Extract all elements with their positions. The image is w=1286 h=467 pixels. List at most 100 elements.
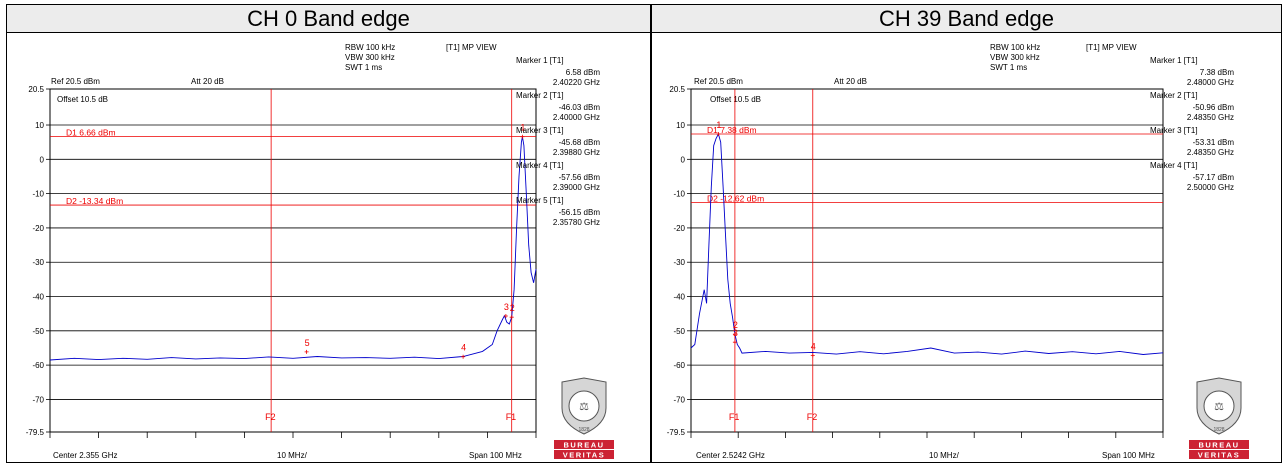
y-tick-label: -79.5 bbox=[26, 428, 45, 437]
trace-line bbox=[690, 132, 1164, 355]
bureau-veritas-logo: ⚖ 1828 BUREAU VERITAS bbox=[1189, 377, 1249, 460]
y-tick-label: -10 bbox=[32, 190, 44, 199]
plot-frame bbox=[49, 88, 537, 433]
rbw-setting: RBW 100 kHz bbox=[345, 43, 395, 52]
marker-table-level: -45.68 dBm bbox=[559, 138, 601, 147]
swt-setting: SWT 1 ms bbox=[990, 63, 1027, 72]
offset: Offset 10.5 dB bbox=[710, 95, 761, 104]
y-tick-labels: 20.5 10 0 -10 -20 -30 -40 -50 -60 -70 -79.5 bbox=[667, 85, 691, 437]
vbw-setting: VBW 300 kHz bbox=[345, 53, 395, 62]
x-ticks bbox=[690, 432, 1164, 438]
view-setting: [T1] MP VIEW bbox=[1086, 43, 1137, 52]
y-tick-label: -50 bbox=[673, 327, 685, 336]
y-tick-label: -50 bbox=[32, 327, 44, 336]
y-tick-label: -30 bbox=[32, 258, 44, 267]
logo-bar-bottom bbox=[554, 450, 614, 459]
ref-level: Ref 20.5 dBm bbox=[694, 77, 743, 86]
marker-table-level: -57.56 dBm bbox=[559, 173, 601, 182]
y-tick-label: 0 bbox=[40, 155, 45, 164]
center-frequency: Center 2.355 GHz bbox=[53, 451, 117, 460]
y-tick-label: 0 bbox=[681, 155, 686, 164]
marker-label-3: 3 bbox=[733, 328, 738, 338]
marker-table-level: 7.38 dBm bbox=[1200, 68, 1235, 77]
marker-table-frequency: 2.50000 GHz bbox=[1187, 183, 1234, 192]
display-line-label-d2: D2 -12.62 dBm bbox=[707, 194, 764, 204]
y-tick-label: 10 bbox=[676, 121, 685, 130]
frequency-line-label-f1: F1 bbox=[506, 412, 517, 422]
marker-label-1: 1 bbox=[716, 120, 721, 130]
y-tick-label: -60 bbox=[32, 361, 44, 370]
grid bbox=[49, 88, 537, 433]
logo-year: 1828 bbox=[578, 427, 589, 433]
marker-table-frequency: 2.39000 GHz bbox=[553, 183, 600, 192]
span: Span 100 MHz bbox=[1102, 451, 1155, 460]
frequency-line-label-f2: F2 bbox=[265, 412, 276, 422]
logo-text-bottom: VERITAS bbox=[563, 451, 605, 460]
marker-table-label: Marker 2 [T1] bbox=[516, 91, 564, 100]
marker-table-level: 6.58 dBm bbox=[566, 68, 601, 77]
marker-table-level: -57.17 dBm bbox=[1193, 173, 1235, 182]
y-tick-label: -40 bbox=[673, 293, 685, 302]
marker-table-frequency: 2.48000 GHz bbox=[1187, 78, 1234, 87]
logo-emblem-icon bbox=[568, 390, 600, 422]
logo-glyph: ⚖ bbox=[579, 401, 589, 413]
trace-markers: 1 23 4 bbox=[716, 120, 816, 358]
marker-table-frequency: 2.48350 GHz bbox=[1187, 148, 1234, 157]
panel-ch0: RBW 100 kHz VBW 300 kHz SWT 1 ms [T1] MP… bbox=[6, 33, 651, 463]
marker-table-level: -56.15 dBm bbox=[559, 208, 601, 217]
frequency-per-division: 10 MHz/ bbox=[277, 451, 308, 460]
marker-point-3 bbox=[503, 313, 508, 318]
y-tick-label: -10 bbox=[673, 190, 685, 199]
marker-table-label: Marker 1 [T1] bbox=[1150, 56, 1198, 65]
marker-point-5 bbox=[304, 349, 309, 354]
panel-title-ch39: CH 39 Band edge bbox=[651, 4, 1282, 33]
marker-point-1 bbox=[520, 134, 525, 139]
marker-table-level: -50.96 dBm bbox=[1193, 103, 1235, 112]
y-tick-label: -70 bbox=[32, 395, 44, 404]
marker-table-label: Marker 4 [T1] bbox=[516, 161, 564, 170]
ref-level: Ref 20.5 dBm bbox=[51, 77, 100, 86]
logo-bar-bottom bbox=[1189, 450, 1249, 459]
y-tick-labels: 20.5 10 0 -10 -20 -30 -40 -50 -60 -70 -79.5 bbox=[26, 85, 50, 437]
logo-year: 1828 bbox=[1213, 427, 1224, 433]
marker-table-label: Marker 3 [T1] bbox=[516, 126, 564, 135]
marker-table-label: Marker 5 [T1] bbox=[516, 196, 564, 205]
logo-text-top: BUREAU bbox=[1198, 441, 1239, 450]
panel-ch39: RBW 100 kHz VBW 300 kHz SWT 1 ms [T1] MP… bbox=[651, 33, 1282, 463]
plot-frame bbox=[690, 88, 1164, 433]
spectrum-plot-ch39: RBW 100 kHz VBW 300 kHz SWT 1 ms [T1] MP… bbox=[667, 43, 1249, 460]
spectrum-plot-ch0: RBW 100 kHz VBW 300 kHz SWT 1 ms [T1] MP… bbox=[26, 43, 614, 460]
marker-label-2: 2 bbox=[510, 303, 515, 313]
marker-table-label: Marker 3 [T1] bbox=[1150, 126, 1198, 135]
attenuation: Att 20 dB bbox=[834, 77, 867, 86]
logo-bar-top bbox=[1189, 440, 1249, 449]
frequency-per-division: 10 MHz/ bbox=[929, 451, 960, 460]
offset: Offset 10.5 dB bbox=[57, 95, 108, 104]
marker-label-4: 4 bbox=[811, 341, 816, 351]
logo-text-bottom: VERITAS bbox=[1198, 451, 1240, 460]
marker-point-2 bbox=[732, 332, 737, 337]
logo-text-top: BUREAU bbox=[563, 441, 604, 450]
marker-point-4 bbox=[461, 354, 466, 359]
y-tick-label: 20.5 bbox=[28, 85, 44, 94]
y-tick-label: -30 bbox=[673, 258, 685, 267]
marker-point-4 bbox=[810, 353, 815, 358]
trace-line bbox=[49, 136, 537, 361]
bureau-veritas-logo: ⚖ 1828 BUREAU VERITAS bbox=[554, 377, 614, 460]
marker-table-frequency: 2.40220 GHz bbox=[553, 78, 600, 87]
marker-table-frequency: 2.35780 GHz bbox=[553, 218, 600, 227]
marker-table-frequency: 2.39880 GHz bbox=[553, 148, 600, 157]
swt-setting: SWT 1 ms bbox=[345, 63, 382, 72]
y-tick-label: -40 bbox=[32, 293, 44, 302]
logo-glyph: ⚖ bbox=[1214, 401, 1224, 413]
marker-label-2: 2 bbox=[733, 320, 738, 330]
marker-table-level: -53.31 dBm bbox=[1193, 138, 1235, 147]
marker-table-frequency: 2.40000 GHz bbox=[553, 113, 600, 122]
panel-title-ch0: CH 0 Band edge bbox=[6, 4, 651, 33]
marker-table-label: Marker 2 [T1] bbox=[1150, 91, 1198, 100]
marker-point-3 bbox=[732, 340, 737, 345]
y-tick-label: 10 bbox=[35, 121, 44, 130]
